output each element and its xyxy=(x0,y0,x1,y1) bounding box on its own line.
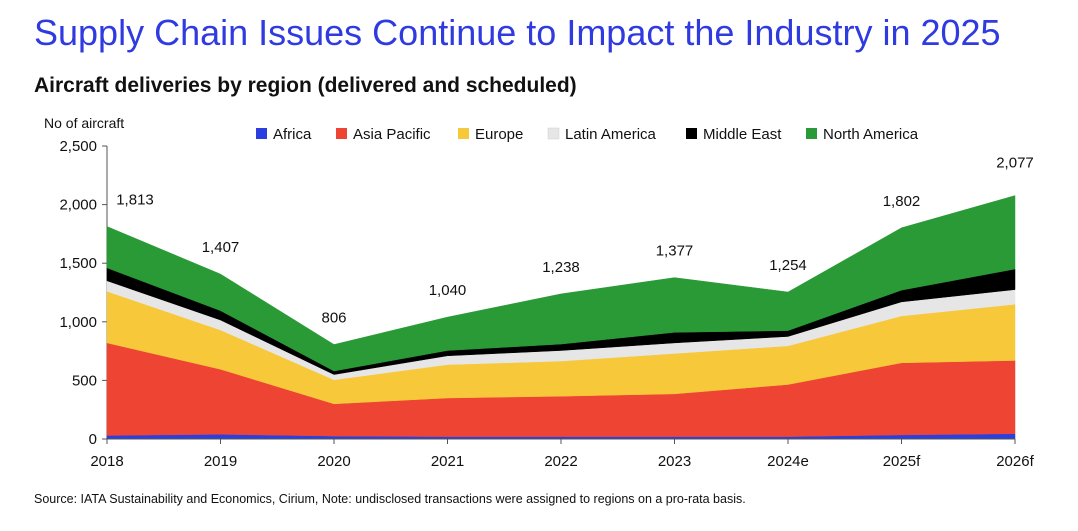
y-tick-label: 2,000 xyxy=(59,197,97,214)
legend-label: Latin America xyxy=(565,126,657,143)
area-north-america xyxy=(106,195,1016,372)
x-axis: 2018 2019 2020 2021 2022 2023 2024e 2025f 2026f xyxy=(90,438,1035,470)
x-tick-label: 2023 xyxy=(658,453,691,470)
total-label: 1,254 xyxy=(769,257,807,274)
legend-swatch xyxy=(256,128,267,139)
total-label: 1,238 xyxy=(542,259,580,276)
legend-item-africa: Africa xyxy=(256,126,312,143)
legend-swatch xyxy=(686,128,697,139)
legend-label: Africa xyxy=(273,126,312,143)
legend: Africa Asia Pacific Europe Latin America Mid… xyxy=(256,126,919,143)
total-label: 1,377 xyxy=(656,243,694,260)
x-tick-label: 2021 xyxy=(431,453,464,470)
x-tick-label: 2019 xyxy=(204,453,237,470)
source-note: Source: IATA Sustainability and Economic… xyxy=(34,492,746,506)
x-tick-label: 2026f xyxy=(996,453,1034,470)
y-tick-label: 2,500 xyxy=(59,138,97,155)
legend-item-europe: Europe xyxy=(458,126,523,143)
x-tick-label: 2018 xyxy=(90,453,123,470)
total-label: 2,077 xyxy=(996,155,1034,172)
y-tick-label: 1,500 xyxy=(59,255,97,272)
total-label: 806 xyxy=(321,310,346,327)
legend-item-latin-america: Latin America xyxy=(547,126,657,143)
plot-areas xyxy=(106,195,1016,440)
legend-item-middle-east: Middle East xyxy=(686,126,782,143)
legend-swatch xyxy=(458,128,469,139)
x-tick-label: 2024e xyxy=(767,453,809,470)
y-tick-label: 500 xyxy=(72,372,97,389)
total-label: 1,813 xyxy=(116,192,154,209)
x-tick-label: 2022 xyxy=(544,453,577,470)
legend-swatch xyxy=(336,128,347,139)
legend-swatch xyxy=(806,128,817,139)
total-label: 1,040 xyxy=(429,282,467,299)
x-tick-label: 2020 xyxy=(317,453,350,470)
y-tick-label: 1,000 xyxy=(59,314,97,331)
legend-label: Asia Pacific xyxy=(353,126,431,143)
legend-label: Middle East xyxy=(703,126,782,143)
total-label: 1,407 xyxy=(202,239,240,256)
y-axis: 0 500 1,000 1,500 2,000 2,500 xyxy=(59,138,108,448)
legend-swatch xyxy=(547,127,560,140)
y-axis-label: No of aircraft xyxy=(44,115,124,131)
y-tick-label: 0 xyxy=(89,431,97,448)
chart-subtitle: Aircraft deliveries by region (delivered… xyxy=(34,74,577,97)
legend-item-asia-pacific: Asia Pacific xyxy=(336,126,431,143)
total-labels: 1,813 1,407 806 1,040 1,238 1,377 1,254 1,802 2,… xyxy=(116,155,1034,327)
legend-label: Europe xyxy=(475,126,523,143)
total-label: 1,802 xyxy=(883,193,921,210)
legend-label: North America xyxy=(823,126,919,143)
x-tick-label: 2025f xyxy=(883,453,921,470)
page-title: Supply Chain Issues Continue to Impact t… xyxy=(34,12,1001,53)
legend-item-north-america: North America xyxy=(806,126,919,143)
